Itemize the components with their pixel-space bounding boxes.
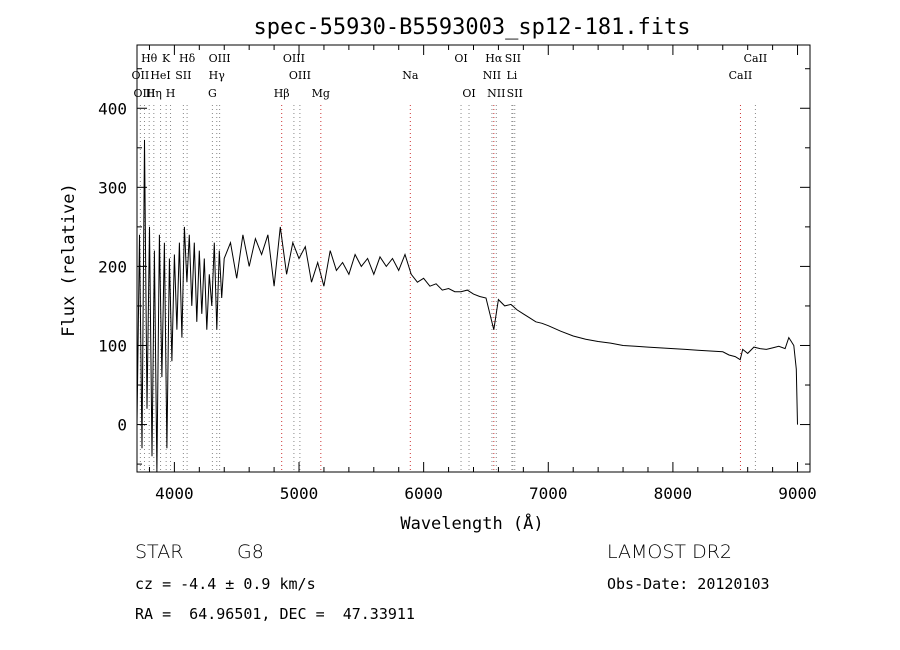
spectral-line-label-12: Hβ <box>274 87 290 100</box>
spectral-line-label-16: Na <box>402 69 419 82</box>
spectral-line-label-23: Li <box>506 69 517 82</box>
spectral-line-label-21: NII <box>487 87 505 100</box>
spectral-line-label-3: K <box>162 52 171 65</box>
ra-dec-coordinates: RA = 64.96501, DEC = 47.33911 <box>135 605 415 623</box>
spectral-line-label-5: Hη <box>146 87 162 100</box>
spectral-line-label-14: OIII <box>289 69 311 82</box>
spectral-line-label-0: Hθ <box>141 52 158 65</box>
chart-title: spec-55930-B5593003_sp12-181.fits <box>253 15 690 40</box>
spectral-line-label-6: H <box>166 87 176 100</box>
observation-date: Obs-Date: 20120103 <box>607 575 770 593</box>
spectral-line-label-8: Hδ <box>179 52 196 65</box>
x-tick-label-4: 8000 <box>654 484 693 503</box>
x-tick-label-5: 9000 <box>778 484 817 503</box>
spectral-line-label-13: OIII <box>283 52 305 65</box>
object-subclass: G8 <box>237 541 264 563</box>
spectral-line-label-20: NII <box>483 69 501 82</box>
spectral-line-label-17: OI <box>454 52 467 65</box>
spectral-line-label-18: OI <box>462 87 475 100</box>
spectral-line-label-4: HeI <box>150 69 170 82</box>
spectral-line-label-11: G <box>208 87 217 100</box>
x-tick-label-1: 5000 <box>280 484 319 503</box>
x-axis-label: Wavelength (Å) <box>400 512 543 534</box>
y-tick-label-4: 400 <box>98 99 127 118</box>
redshift-cz: cz = -4.4 ± 0.9 km/s <box>135 575 316 593</box>
object-class: STAR <box>135 541 184 563</box>
spectral-line-label-15: Mg <box>312 87 330 100</box>
spectral-line-label-9: OIII <box>209 52 231 65</box>
x-tick-label-0: 4000 <box>155 484 194 503</box>
plot-frame <box>136 44 811 473</box>
y-axis-label: Flux (relative) <box>59 183 79 337</box>
spectral-line-label-1: OII <box>132 69 150 82</box>
y-tick-label-0: 0 <box>117 416 127 435</box>
spectral-line-label-10: Hγ <box>209 69 226 82</box>
spectral-line-label-26: CaII <box>729 69 753 82</box>
spectral-line-label-7: SII <box>175 69 191 82</box>
axis-ticks: 4000 5000 6000 7000 8000 9000 0 100 200 300 400 <box>98 45 817 503</box>
spectral-line-label-19: Hα <box>485 52 503 65</box>
spectral-line-label-25: CaII <box>744 52 768 65</box>
spectral-line-label-2: OIII <box>133 87 155 100</box>
flux-series-line <box>136 139 798 473</box>
spectral-line-label-24: SII <box>507 87 523 100</box>
y-tick-label-1: 100 <box>98 336 127 355</box>
y-tick-label-3: 300 <box>98 178 127 197</box>
y-tick-label-2: 200 <box>98 257 127 276</box>
x-tick-label-3: 7000 <box>529 484 568 503</box>
spectral-line-label-22: SII <box>505 52 521 65</box>
x-tick-label-2: 6000 <box>404 484 443 503</box>
survey-name: LAMOST DR2 <box>607 541 732 563</box>
